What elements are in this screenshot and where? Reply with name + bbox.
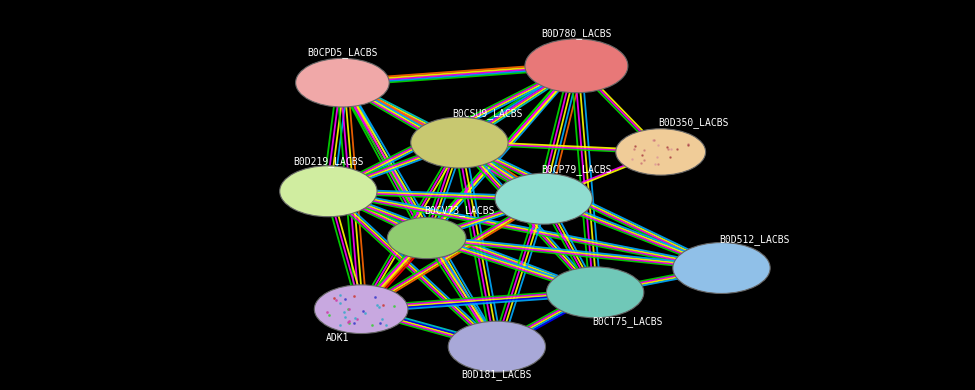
Text: B0CPD5_LACBS: B0CPD5_LACBS bbox=[307, 47, 377, 58]
Ellipse shape bbox=[295, 58, 389, 107]
Text: B0D512_LACBS: B0D512_LACBS bbox=[719, 234, 790, 245]
Text: B0D780_LACBS: B0D780_LACBS bbox=[541, 28, 611, 39]
Ellipse shape bbox=[387, 218, 466, 259]
Text: B0CP79_LACBS: B0CP79_LACBS bbox=[541, 164, 611, 175]
Ellipse shape bbox=[673, 243, 770, 293]
Text: B0D350_LACBS: B0D350_LACBS bbox=[658, 117, 728, 128]
Text: B0CT75_LACBS: B0CT75_LACBS bbox=[593, 316, 663, 327]
Text: B0D181_LACBS: B0D181_LACBS bbox=[461, 369, 532, 380]
Ellipse shape bbox=[410, 117, 508, 168]
Ellipse shape bbox=[314, 285, 408, 333]
Text: B0D219_LACBS: B0D219_LACBS bbox=[293, 156, 364, 167]
Ellipse shape bbox=[546, 267, 644, 318]
Text: ADK1: ADK1 bbox=[326, 333, 349, 343]
Ellipse shape bbox=[280, 166, 377, 217]
Text: B0CV73_LACBS: B0CV73_LACBS bbox=[424, 205, 494, 216]
Ellipse shape bbox=[448, 321, 546, 372]
Text: B0CSU9_LACBS: B0CSU9_LACBS bbox=[452, 108, 523, 119]
Ellipse shape bbox=[495, 173, 593, 224]
Ellipse shape bbox=[525, 39, 628, 93]
Ellipse shape bbox=[616, 129, 706, 175]
